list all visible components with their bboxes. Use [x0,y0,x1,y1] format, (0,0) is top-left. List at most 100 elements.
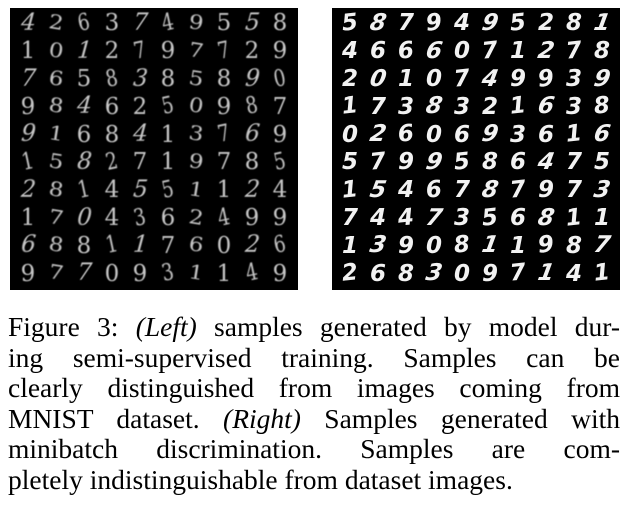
left-sample-digit: 6 [104,93,120,120]
left-sample-digit: 9 [17,121,39,148]
left-sample-digit: 3 [159,259,177,288]
left-sample-digit: 9 [187,150,206,175]
left-sample-digit: 0 [73,204,95,231]
right-sample-digit: 8 [452,232,472,260]
right-sample-digit: 4 [369,204,386,231]
left-sample-digit: 7 [131,37,149,66]
left-sample-digit: 7 [187,39,206,64]
left-sample-digit: 0 [216,232,232,259]
left-sample-digit: 5 [159,92,177,121]
right-sample-digit: 7 [397,10,414,37]
right-sample-digit: 7 [452,65,472,93]
right-sample-digit: 9 [536,232,556,260]
caption-text: minibatch discrimination. Samples are co… [8,433,620,464]
right-sample-digit: 4 [479,65,501,92]
caption-line: clearly distinguished from images coming… [8,372,620,404]
left-sample-digit: 1 [47,122,66,147]
right-sample-digit: 6 [369,38,386,65]
left-sample-digit: 2 [132,93,148,120]
left-sample-digit: 8 [216,65,232,92]
left-sample-digit: 9 [244,204,260,231]
caption-emphasis: (Right) [223,402,301,434]
caption-emphasis: (Left) [135,311,197,342]
left-sample-digit: 2 [47,11,66,36]
right-sample-digit: 9 [481,260,498,287]
left-sample-digit: 2 [187,206,206,231]
left-sample-digit: 3 [129,65,151,92]
right-sample-digit: 1 [592,259,612,288]
right-sample-digit: 3 [453,93,470,120]
right-sample-digit: 2 [535,38,557,65]
right-sample-digit: 3 [565,65,582,92]
left-sample-digit: 8 [103,65,121,93]
left-sample-digit: 7 [132,149,148,176]
right-sample-digit: 6 [423,38,445,65]
right-sample-digit: 2 [341,65,358,92]
left-sample-digit: 1 [19,148,37,177]
right-sample-digit: 6 [396,120,416,149]
right-sample-digit: 3 [453,204,470,231]
right-sample-digit: 7 [565,177,582,204]
right-sample-digit: 2 [340,259,360,288]
right-sample-digit: 9 [591,65,613,92]
right-sample-digit: 0 [425,121,442,148]
right-sample-digit: 0 [453,260,470,287]
right-sample-digit: 9 [397,149,414,176]
caption-text: ing semi-supervised training. Samples ca… [8,341,620,373]
right-sample-digit: 6 [369,260,386,287]
right-sample-digit: 1 [509,38,526,65]
left-sample-digit: 8 [244,149,260,176]
left-sample-digit: 6 [47,67,66,92]
right-sample-digit: 6 [509,149,526,176]
left-sample-digit: 8 [272,10,288,37]
left-sample-digit: 7 [272,93,288,120]
left-sample-digit: 2 [104,38,120,65]
right-sample-digit: 0 [453,38,470,65]
caption-line: Figure 3: (Left) samples generated by mo… [8,311,620,343]
right-sample-digit: 4 [565,260,582,287]
left-sample-digit: 2 [244,38,260,65]
left-sample-digit: 0 [271,65,289,93]
right-sample-digit: 5 [480,204,500,232]
caption-text: samples generated by model dur- [196,311,620,342]
right-sample-digit: 9 [424,9,444,38]
right-sample-digit: 1 [564,120,584,149]
right-sample-digit: 1 [340,176,360,204]
right-sample-digit: 6 [591,121,613,148]
left-sample-digit: 8 [47,233,66,258]
left-sample-digit: 1 [20,38,36,65]
right-sample-digit: 2 [481,93,498,120]
right-sample-digit: 9 [479,10,501,37]
right-sample-digit: 4 [396,204,416,232]
right-sample-digit: 1 [593,204,610,231]
right-sample-digit: 1 [340,93,360,121]
left-sample-digit: 6 [241,121,263,148]
left-sample-digit: 7 [160,232,176,259]
left-sample-digit: 8 [47,178,66,203]
right-sample-digit: 7 [508,259,528,288]
left-sample-digit: 4 [17,10,39,37]
right-sample-digit: 7 [565,149,582,176]
right-sample-digit: 7 [564,37,584,65]
right-sample-digit: 1 [341,232,358,259]
left-sample-digit: 5 [216,10,232,37]
left-sample-digit: 1 [73,38,95,65]
right-sample-digit: 8 [423,93,445,120]
caption-text: clearly distinguished from images coming… [8,372,620,403]
left-sample-digit: 2 [103,148,121,177]
right-sample-digit: 0 [425,65,442,92]
left-sample-digit: 4 [73,93,95,120]
right-sample-digit: 7 [508,176,528,204]
left-sample-digit: 1 [187,178,206,203]
right-sample-digit: 1 [535,260,557,287]
left-sample-digit: 9 [272,204,288,231]
left-sample-digit: 5 [159,176,177,205]
left-sample-digit: 1 [187,261,206,286]
left-sample-digit: 6 [17,232,39,259]
right-sample-digit: 1 [564,204,584,232]
caption-line: MNIST dataset. (Right) Samples generated… [8,402,620,435]
right-sample-digit: 1 [508,93,528,121]
left-sample-digit: 9 [132,260,148,287]
left-sample-digit: 4 [243,259,261,288]
left-sample-digit: 5 [241,10,263,37]
